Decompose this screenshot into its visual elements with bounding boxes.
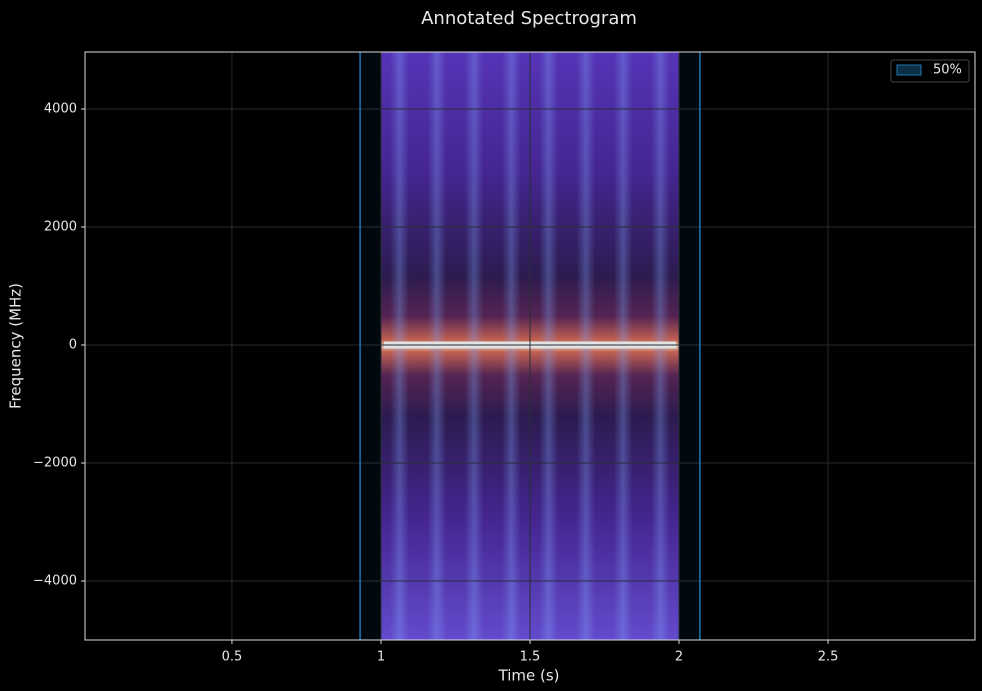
x-tick-label: 2	[675, 650, 683, 665]
legend-label: 50%	[933, 63, 962, 78]
y-tick-label: 4000	[44, 101, 77, 116]
y-axis-label: Frequency (MHz)	[7, 283, 25, 409]
x-tick-label: 1	[377, 650, 385, 665]
x-tick-label: 1.5	[520, 650, 541, 665]
y-tick-label: 0	[69, 337, 77, 352]
y-tick-label: −4000	[33, 573, 77, 588]
legend: 50%	[890, 59, 970, 83]
x-tick-label: 0.5	[222, 650, 243, 665]
span	[360, 52, 700, 640]
y-tick-label: −2000	[33, 455, 77, 470]
legend-patch	[896, 64, 922, 76]
x-tick-label: 2.5	[818, 650, 839, 665]
x-axis-label: Time (s)	[498, 667, 560, 685]
plot-frame	[84, 51, 976, 641]
y-tick-label: 2000	[44, 219, 77, 234]
chart-title: Annotated Spectrogram	[421, 8, 637, 29]
